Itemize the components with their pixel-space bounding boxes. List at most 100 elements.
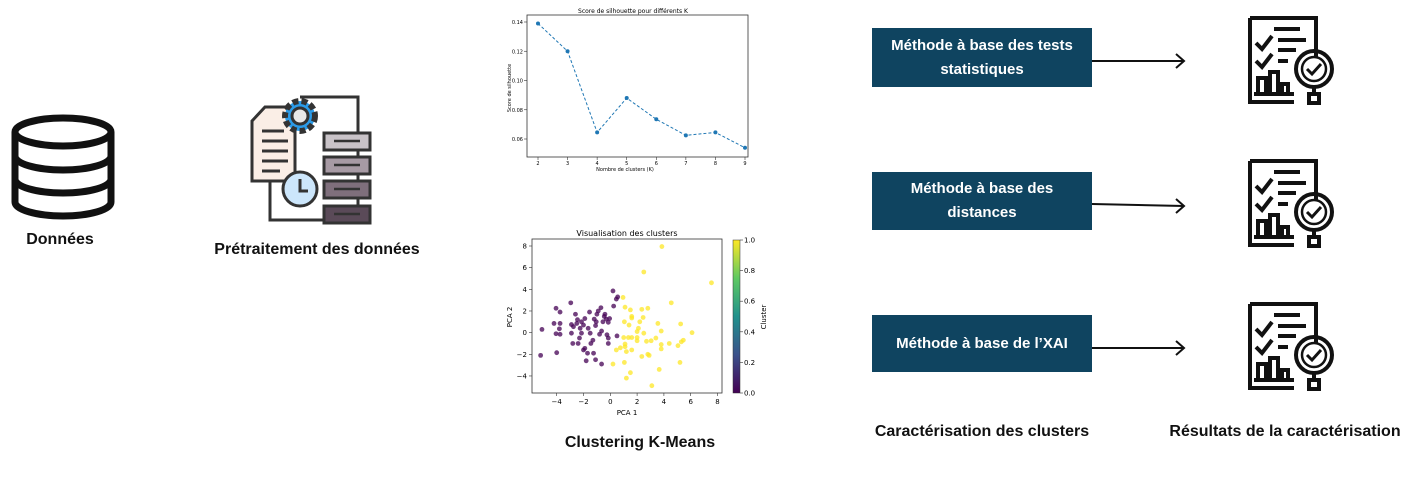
cluster-1-point — [613, 347, 619, 353]
cluster-0-point — [582, 316, 588, 321]
cluster-0-point — [587, 330, 593, 336]
data-point — [624, 96, 629, 101]
cluster-0-point — [538, 352, 544, 358]
cluster-0-point — [605, 341, 611, 346]
cluster-1-point — [629, 347, 635, 353]
method-distances: Méthode à base des distances — [872, 172, 1092, 230]
method-label: Méthode à base de l’XAI — [896, 334, 1068, 352]
cluster-0-point — [600, 319, 606, 325]
cluster-1-point — [680, 337, 686, 343]
cluster-1-point — [629, 335, 635, 340]
cluster-1-point — [628, 307, 633, 313]
cluster-1-point — [623, 349, 629, 354]
cluster-0-point — [557, 309, 563, 315]
cluster-1-point — [675, 343, 681, 349]
cluster-1-point — [610, 361, 616, 367]
report-magnifier-icon — [1248, 159, 1334, 248]
method-statistical-tests: Méthode à base des tests statistiques — [872, 28, 1092, 87]
cluster-0-point — [607, 316, 613, 321]
cluster-0-point — [595, 308, 601, 314]
colorbar-tick-label: 0.4 — [744, 328, 756, 336]
cluster-1-point — [626, 322, 632, 328]
cluster-0-point — [569, 330, 574, 336]
data-point — [595, 130, 600, 135]
database-icon — [11, 114, 115, 220]
cluster-1-point — [621, 360, 627, 365]
cluster-0-point — [605, 319, 611, 325]
cluster-0-point — [591, 316, 597, 322]
y-tick-label: 0.08 — [512, 108, 523, 114]
arrow-right-icon — [1092, 340, 1186, 356]
y-tick-label: 0.06 — [512, 137, 523, 143]
results-label: Résultats de la caractérisation — [1169, 423, 1401, 440]
colorbar-label: Cluster — [760, 304, 768, 329]
cluster-0-point — [591, 350, 596, 356]
cluster-1-point — [622, 304, 628, 310]
x-axis-label: PCA 1 — [617, 409, 638, 417]
chart-title: Visualisation des clusters — [576, 229, 677, 238]
x-tick-label: 8 — [715, 398, 719, 406]
x-tick-label: −4 — [552, 398, 563, 406]
plot-frame — [526, 14, 749, 158]
cluster-1-point — [622, 341, 628, 347]
cluster-0-point — [579, 319, 584, 325]
y-tick-label: 2 — [523, 307, 527, 315]
cluster-0-point — [557, 321, 563, 326]
cluster-0-point — [551, 321, 557, 326]
preprocessing-icon — [250, 95, 372, 225]
y-tick-label: −4 — [517, 372, 528, 380]
cluster-1-point — [648, 338, 654, 344]
cluster-0-point — [585, 325, 591, 331]
cluster-0-point — [593, 357, 598, 363]
cluster-1-point — [668, 300, 674, 306]
x-tick-label: 5 — [625, 161, 628, 167]
cluster-0-point — [554, 350, 560, 356]
cluster-1-point — [655, 321, 661, 326]
method-xai: Méthode à base de l’XAI — [872, 315, 1092, 372]
plot-frame — [531, 238, 723, 394]
cluster-1-point — [637, 319, 643, 325]
cluster-0-point — [587, 309, 592, 315]
cluster-0-point — [568, 300, 574, 306]
cluster-0-point — [575, 317, 580, 323]
method-label: Méthode à base des distances — [910, 180, 1054, 221]
data-label: Données — [26, 231, 94, 248]
cluster-0-point — [582, 345, 588, 351]
cluster-0-point — [577, 325, 583, 331]
y-tick-label: 6 — [523, 264, 528, 272]
y-axis-label: PCA 2 — [506, 307, 514, 328]
x-axis-label: Nombre de clusters (K) — [596, 167, 654, 173]
cluster-0-point — [598, 305, 604, 311]
clustering-label: Clustering K-Means — [564, 434, 716, 451]
cluster-1-point — [653, 335, 659, 341]
colorbar-tick-label: 0.8 — [744, 267, 755, 275]
cluster-0-point — [611, 303, 617, 309]
data-point — [743, 145, 747, 150]
cluster-1-point — [645, 305, 651, 311]
cluster-0-point — [570, 341, 576, 346]
cluster-0-point — [557, 331, 563, 337]
cluster-0-point — [605, 335, 611, 341]
cluster-0-point — [556, 326, 562, 332]
cluster-0-point — [593, 323, 598, 329]
data-point — [565, 49, 570, 54]
x-tick-label: 7 — [684, 161, 687, 167]
cluster-0-point — [583, 358, 589, 364]
cluster-1-point — [658, 342, 664, 347]
cluster-1-point — [689, 330, 695, 336]
x-tick-label: 4 — [662, 398, 667, 406]
cluster-1-point — [620, 295, 626, 300]
cluster-0-point — [577, 335, 582, 341]
report-magnifier-icon — [1248, 16, 1334, 105]
cluster-0-point — [574, 321, 580, 326]
cluster-1-point — [634, 335, 640, 340]
y-axis-label: Score de silhouette — [507, 64, 513, 112]
cluster-1-point — [639, 306, 645, 312]
y-tick-label: 0 — [523, 329, 527, 337]
x-tick-label: 9 — [743, 161, 746, 167]
characterization-label: Caractérisation des clusters — [874, 423, 1090, 440]
x-tick-label: 8 — [714, 161, 717, 167]
x-tick-label: 6 — [655, 161, 658, 167]
cluster-1-point — [658, 328, 664, 334]
y-tick-label: 4 — [523, 286, 528, 294]
